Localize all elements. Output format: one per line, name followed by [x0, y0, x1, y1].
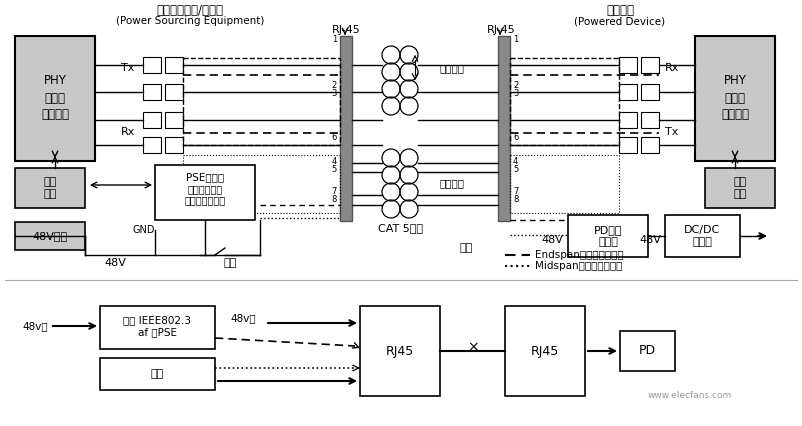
Text: af 的PSE: af 的PSE: [137, 327, 176, 337]
Text: DC/DC: DC/DC: [684, 225, 720, 235]
Bar: [510, 155, 619, 213]
Bar: [498, 36, 510, 221]
Bar: [619, 137, 637, 153]
Bar: [165, 112, 183, 128]
Text: 数据: 数据: [151, 369, 164, 379]
Text: (Powered Device): (Powered Device): [574, 16, 666, 26]
Bar: [15, 222, 85, 250]
Bar: [641, 112, 659, 128]
Text: PHY
（网络
物理层）: PHY （网络 物理层）: [721, 75, 749, 121]
Bar: [143, 137, 161, 153]
Text: 7: 7: [331, 187, 337, 196]
Text: （每芯片管理: （每芯片管理: [188, 184, 223, 194]
Bar: [641, 137, 659, 153]
Text: 1: 1: [332, 35, 337, 44]
Text: 48v出: 48v出: [230, 313, 256, 323]
Text: PSE控制器: PSE控制器: [186, 172, 224, 182]
Bar: [100, 306, 215, 349]
Text: 3: 3: [331, 89, 337, 98]
Text: CAT 5线缆: CAT 5线缆: [378, 223, 423, 233]
Text: Tx: Tx: [666, 127, 678, 137]
Text: 2: 2: [332, 81, 337, 89]
Bar: [155, 165, 255, 220]
Bar: [15, 168, 85, 208]
Bar: [620, 331, 675, 371]
Text: 8: 8: [513, 196, 518, 204]
Bar: [143, 84, 161, 100]
Text: ×: ×: [468, 340, 479, 354]
Bar: [695, 36, 775, 161]
Text: 转换器: 转换器: [692, 237, 712, 247]
Text: Rx: Rx: [121, 127, 136, 137]
Text: RJ-45: RJ-45: [332, 25, 361, 35]
Text: 主处
理器: 主处 理器: [43, 177, 57, 199]
Text: www.elecfans.com: www.elecfans.com: [648, 391, 732, 400]
Text: RJ-45: RJ-45: [487, 25, 516, 35]
Text: 2: 2: [513, 81, 518, 89]
Bar: [165, 137, 183, 153]
Text: 4: 4: [513, 158, 518, 167]
Text: 48V: 48V: [104, 258, 126, 268]
Text: 6: 6: [513, 133, 518, 143]
Text: 受电设备: 受电设备: [606, 5, 634, 17]
Text: 控制器: 控制器: [598, 237, 618, 247]
Bar: [15, 36, 95, 161]
Text: RJ45: RJ45: [386, 345, 414, 357]
Bar: [505, 306, 585, 396]
Bar: [619, 57, 637, 73]
Text: PHY
（网络
物理层）: PHY （网络 物理层）: [41, 75, 69, 121]
Text: 3: 3: [513, 89, 518, 98]
Text: 48V电源: 48V电源: [32, 231, 67, 241]
Text: (Power Sourcing Equipment): (Power Sourcing Equipment): [115, 16, 264, 26]
Text: 5: 5: [513, 165, 518, 175]
Text: 48v入: 48v入: [22, 321, 48, 331]
Bar: [165, 84, 183, 100]
Text: PD: PD: [638, 345, 655, 357]
Text: 以太网交换机/集线器: 以太网交换机/集线器: [156, 5, 224, 17]
Text: 6: 6: [331, 133, 337, 143]
Bar: [183, 58, 340, 145]
Bar: [100, 358, 215, 390]
Bar: [705, 168, 775, 208]
Text: 一到八个端口）: 一到八个端口）: [184, 195, 225, 205]
Text: PD接口: PD接口: [593, 225, 622, 235]
Bar: [143, 57, 161, 73]
Bar: [619, 84, 637, 100]
Text: Rx: Rx: [665, 63, 679, 73]
Bar: [165, 57, 183, 73]
Text: Endspan设备的供电通道: Endspan设备的供电通道: [535, 250, 624, 260]
Text: Tx: Tx: [121, 63, 135, 73]
Text: 7: 7: [513, 187, 518, 196]
Text: 主处
理器: 主处 理器: [733, 177, 747, 199]
Bar: [568, 215, 648, 257]
Text: GND: GND: [132, 225, 155, 235]
Text: 4: 4: [332, 158, 337, 167]
Bar: [183, 155, 340, 213]
Bar: [665, 215, 740, 257]
Text: 8: 8: [331, 196, 337, 204]
Bar: [360, 306, 440, 396]
Bar: [340, 36, 352, 221]
Text: 48V: 48V: [639, 235, 661, 245]
Text: 开关: 开关: [224, 258, 237, 268]
Text: 备用线对: 备用线对: [440, 178, 465, 188]
Text: 兼容 IEEE802.3: 兼容 IEEE802.3: [123, 315, 191, 325]
Text: 注：: 注：: [460, 243, 473, 253]
Text: RJ45: RJ45: [531, 345, 559, 357]
Bar: [641, 84, 659, 100]
Text: 48V: 48V: [541, 235, 563, 245]
Text: 信号线对: 信号线对: [440, 63, 465, 73]
Text: 5: 5: [332, 165, 337, 175]
Bar: [641, 57, 659, 73]
Bar: [143, 112, 161, 128]
Text: 1: 1: [513, 35, 518, 44]
Bar: [510, 58, 619, 145]
Text: Midspan设备的供电通道: Midspan设备的供电通道: [535, 261, 622, 271]
Bar: [619, 112, 637, 128]
